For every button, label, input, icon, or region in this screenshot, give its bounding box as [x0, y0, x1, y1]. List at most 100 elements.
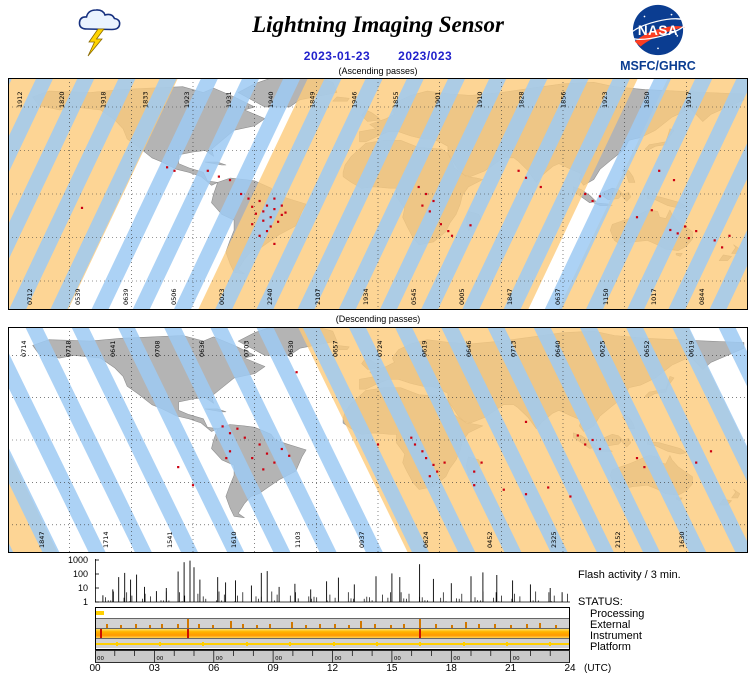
nasa-logo-text: NASA — [638, 23, 678, 38]
svg-text:0639: 0639 — [122, 288, 130, 305]
svg-text:0619: 0619 — [688, 340, 696, 357]
lightning-bolt-icon — [87, 28, 105, 57]
svg-text:0624: 0624 — [422, 531, 430, 548]
graticule — [8, 78, 748, 310]
external-event-mark — [318, 624, 321, 628]
platform-event-tick — [462, 642, 465, 646]
svg-text:1820: 1820 — [58, 91, 66, 108]
external-event-mark — [525, 624, 528, 628]
svg-text:1910: 1910 — [476, 91, 484, 108]
nasa-logo-star — [676, 34, 679, 37]
external-event-mark — [494, 623, 497, 628]
minor-tick-label: 00 — [394, 656, 401, 662]
svg-text:1541: 1541 — [166, 531, 174, 548]
platform-event-tick — [245, 642, 248, 646]
instrument-status-row — [96, 628, 569, 638]
page-title: Lightning Imaging Sensor — [252, 12, 504, 37]
external-event-mark — [161, 624, 164, 628]
external-event-mark — [373, 624, 376, 628]
svg-text:0636: 0636 — [198, 340, 206, 357]
date-link-doy[interactable]: 2023/023 — [398, 49, 453, 63]
external-event-mark — [198, 624, 201, 628]
time-axis-bar: 00 00 00 00 00 00 00 00 — [95, 650, 570, 663]
time-tick-label: 12 — [326, 663, 339, 674]
svg-text:0023: 0023 — [218, 288, 226, 305]
svg-text:0657: 0657 — [332, 340, 340, 357]
minor-tick-label: 00 — [275, 656, 282, 662]
svg-text:1923: 1923 — [601, 91, 609, 108]
svg-text:0539: 0539 — [74, 288, 82, 305]
time-tick-label: 03 — [148, 663, 160, 674]
external-event-mark — [360, 620, 363, 628]
time-tick-label: 06 — [208, 663, 220, 674]
svg-text:2152: 2152 — [614, 531, 622, 548]
svg-text:0641: 0641 — [109, 340, 117, 357]
platform-event-tick — [159, 642, 162, 646]
svg-text:1150: 1150 — [602, 288, 610, 305]
orbit-time-labels: 1912 1820 1918 1833 1923 1931 1940 1849 1946 1855… — [16, 91, 706, 305]
flash-y-tick-label: 1 — [82, 597, 88, 607]
external-event-mark — [186, 619, 189, 628]
svg-text:0708: 0708 — [154, 340, 162, 357]
lightning-flash-dots — [80, 166, 731, 249]
external-event-mark — [135, 623, 138, 628]
svg-text:0712: 0712 — [26, 288, 34, 305]
nasa-logo-orbit — [629, 18, 687, 40]
svg-text:1714: 1714 — [102, 531, 110, 548]
descending-passes-caption: (Descending passes) — [335, 314, 421, 324]
external-event-mark — [555, 625, 558, 628]
cloud-shape — [78, 9, 121, 31]
map-border — [8, 78, 748, 310]
processing-activity-segment — [96, 611, 104, 615]
ascending-passes-caption: (Ascending passes) — [338, 66, 418, 76]
platform-event-tick — [332, 642, 335, 646]
nasa-logo-star — [657, 47, 659, 50]
external-event-mark — [304, 625, 307, 628]
svg-text:1917: 1917 — [685, 91, 693, 108]
flash-y-tick-label: 1000 — [67, 555, 88, 565]
time-tick-label: 00 — [89, 663, 101, 674]
svg-text:2240: 2240 — [266, 288, 274, 305]
nasa-logo[interactable]: NASA — [624, 3, 692, 59]
svg-text:0724: 0724 — [376, 340, 384, 357]
svg-text:1828: 1828 — [518, 91, 526, 108]
svg-text:1103: 1103 — [294, 531, 302, 548]
nasa-logo-star — [643, 15, 646, 18]
svg-text:0005: 0005 — [458, 288, 466, 305]
flash-y-tick-label: 10 — [77, 583, 88, 593]
time-axis-labels: 00 03 06 09 12 15 18 21 24 (UTC) — [0, 663, 756, 677]
map-border — [8, 327, 748, 553]
svg-text:0506: 0506 — [170, 288, 178, 305]
svg-text:1940: 1940 — [267, 91, 275, 108]
svg-text:1855: 1855 — [392, 91, 400, 108]
time-tick-label: 21 — [505, 663, 517, 674]
time-tick-label: 15 — [386, 663, 398, 674]
svg-text:1934: 1934 — [362, 288, 370, 305]
processing-status-row — [96, 608, 569, 618]
agency-label: MSFC/GHRC — [620, 59, 696, 73]
external-event-mark — [269, 623, 272, 628]
svg-text:0619: 0619 — [421, 340, 429, 357]
platform-event-tick — [375, 642, 378, 646]
flash-activity-chart — [95, 559, 570, 603]
external-event-mark — [348, 625, 351, 628]
svg-text:1630: 1630 — [678, 531, 686, 548]
ascending-passes-map: 1912 1820 1918 1833 1923 1931 1940 1849 1946 1855… — [8, 78, 748, 310]
minor-tick-label: 00 — [335, 656, 342, 662]
storm-cloud-icon — [78, 9, 121, 57]
external-event-mark — [105, 624, 108, 628]
external-event-mark — [434, 624, 437, 628]
night-swath-stripes — [8, 327, 748, 553]
svg-text:0718: 0718 — [65, 340, 73, 357]
svg-text:1847: 1847 — [38, 531, 46, 548]
svg-text:1849: 1849 — [309, 91, 317, 108]
date-link-iso[interactable]: 2023-01-23 — [303, 49, 371, 63]
svg-text:0652: 0652 — [643, 340, 651, 357]
instrument-anomaly-tick — [186, 629, 189, 638]
svg-text:0640: 0640 — [554, 340, 562, 357]
svg-text:0646: 0646 — [465, 340, 473, 357]
svg-text:0625: 0625 — [599, 340, 607, 357]
svg-text:0545: 0545 — [410, 288, 418, 305]
status-title: STATUS: — [578, 596, 623, 608]
